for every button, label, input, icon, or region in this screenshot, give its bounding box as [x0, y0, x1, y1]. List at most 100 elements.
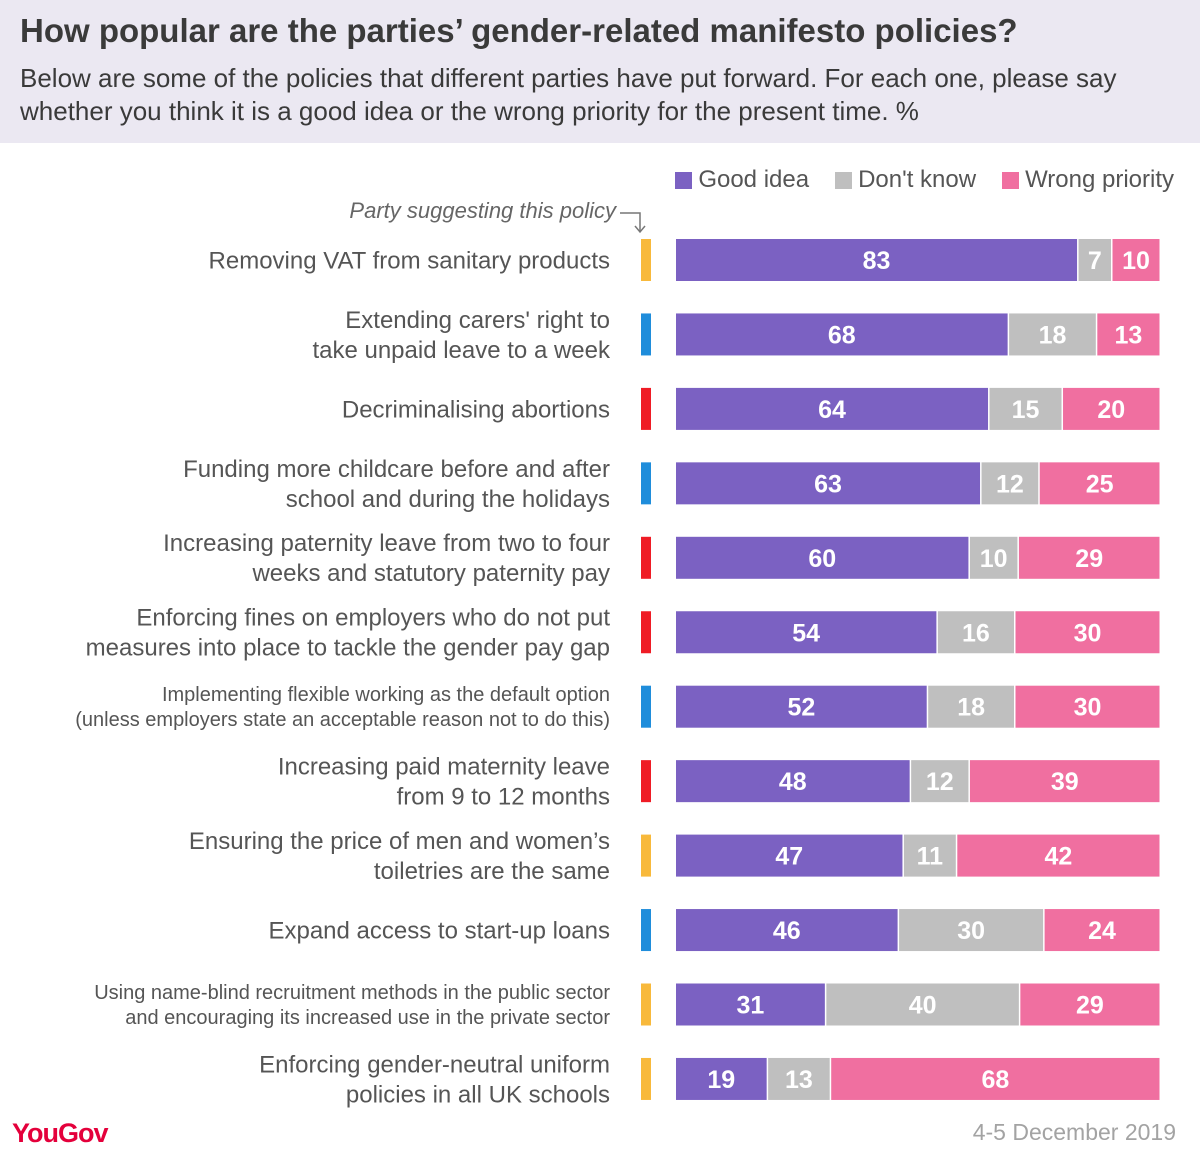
- bar-segment-wrong: [1112, 239, 1160, 281]
- party-marker: [641, 387, 651, 430]
- category-label: Funding more childcare before and after s…: [183, 456, 610, 513]
- bar-segment-good: [676, 1057, 767, 1100]
- data-label: 60: [808, 545, 836, 573]
- bar-segment-dontknow: [989, 387, 1062, 430]
- data-label: 47: [775, 843, 803, 871]
- party-marker: [641, 462, 651, 505]
- bar-segment-good: [676, 239, 1078, 281]
- data-label: 18: [1039, 321, 1067, 349]
- bar-segment-wrong: [1063, 387, 1160, 430]
- data-label: 12: [926, 768, 954, 796]
- category-label: Enforcing gender-neutral uniform policies…: [259, 1051, 610, 1108]
- party-marker: [641, 536, 651, 579]
- bar-segment-wrong: [957, 834, 1160, 877]
- legend-label-good: Good idea: [698, 166, 810, 193]
- data-label: 31: [737, 992, 765, 1020]
- bar-segment-wrong: [1020, 983, 1160, 1026]
- data-label: 39: [1051, 768, 1079, 796]
- party-marker: [641, 313, 651, 356]
- legend-item-wrong: Wrong priority: [1002, 166, 1174, 194]
- data-label: 42: [1044, 843, 1072, 871]
- category-label: Using name-blind recruitment methods in …: [94, 982, 610, 1029]
- category-label: Increasing paid maternity leave from 9 to…: [278, 754, 610, 811]
- yougov-logo: YouGov: [12, 1118, 109, 1148]
- bar-segment-dontknow: [1078, 239, 1111, 281]
- data-label: 52: [787, 694, 815, 722]
- data-label: 48: [779, 768, 807, 796]
- data-label: 10: [1122, 247, 1150, 275]
- category-label: Extending carers' right to take unpaid le…: [312, 307, 611, 364]
- legend-item-good: Good idea: [675, 166, 809, 194]
- data-label: 16: [962, 619, 990, 647]
- bar-segment-good: [676, 909, 898, 952]
- bar-segment-wrong: [831, 1057, 1160, 1100]
- data-label: 10: [980, 545, 1008, 573]
- bar-segment-good: [676, 387, 989, 430]
- party-marker: [641, 909, 651, 952]
- bar-segment-dontknow: [826, 983, 1019, 1026]
- legend-swatch-good: [675, 171, 693, 189]
- category-label: Enforcing fines on employers who do not …: [86, 605, 611, 662]
- legend-item-dontknow: Don't know: [835, 166, 976, 194]
- party-marker: [641, 685, 651, 728]
- bar-segment-dontknow: [903, 834, 956, 877]
- bar-segment-dontknow: [981, 462, 1039, 505]
- category-label: Increasing paternity leave from two to f…: [163, 530, 610, 587]
- data-label: 30: [957, 917, 985, 945]
- bar-segment-wrong: [1015, 611, 1160, 654]
- data-label: 20: [1097, 396, 1125, 424]
- data-label: 15: [1012, 396, 1040, 424]
- bar-segment-good: [676, 760, 910, 803]
- data-label: 40: [909, 992, 937, 1020]
- category-label: Ensuring the price of men and women’s toi…: [189, 828, 610, 885]
- data-label: 11: [917, 843, 944, 871]
- chart-title: How popular are the parties’ gender-rela…: [20, 12, 1018, 49]
- party-marker: [641, 834, 651, 877]
- data-label: 68: [828, 321, 856, 349]
- survey-date: 4-5 December 2019: [972, 1119, 1176, 1145]
- party-note: Party suggesting this policy: [349, 198, 616, 223]
- data-label: 63: [814, 470, 842, 498]
- header-band: How popular are the parties’ gender-rela…: [0, 0, 1200, 143]
- bar-segment-dontknow: [969, 536, 1018, 579]
- category-label: Removing VAT from sanitary products: [209, 247, 610, 274]
- bar-segment-wrong: [1097, 313, 1160, 356]
- bar-segment-dontknow: [928, 685, 1014, 728]
- data-label: 54: [792, 619, 820, 647]
- bar-segment-dontknow: [937, 611, 1014, 654]
- data-label: 7: [1088, 247, 1102, 275]
- party-marker: [641, 239, 651, 281]
- legend: Good idea Don't know Wrong priority: [649, 166, 1174, 194]
- bar-segment-good: [676, 983, 825, 1026]
- party-marker: [641, 1057, 651, 1100]
- data-label: 29: [1075, 545, 1103, 573]
- party-marker: [641, 983, 651, 1026]
- bar-segment-good: [676, 834, 903, 877]
- data-label: 29: [1076, 992, 1104, 1020]
- legend-swatch-wrong: [1002, 171, 1020, 189]
- category-label: Expand access to start-up loans: [268, 917, 610, 944]
- bar-segment-wrong: [969, 760, 1160, 803]
- bar-segment-dontknow: [1009, 313, 1096, 356]
- data-label: 83: [863, 247, 891, 275]
- category-label: Implementing flexible working as the def…: [75, 684, 610, 731]
- data-label: 13: [785, 1066, 813, 1094]
- bar-segment-good: [676, 536, 969, 579]
- chart-subtitle: Below are some of the policies that diff…: [20, 63, 1117, 126]
- bar-segment-wrong: [1015, 685, 1160, 728]
- bar-segment-wrong: [1044, 909, 1160, 952]
- category-label: Decriminalising abortions: [342, 396, 610, 423]
- bar-segment-dontknow: [768, 1057, 830, 1100]
- bar-segment-good: [676, 611, 937, 654]
- bar-segment-good: [676, 685, 927, 728]
- data-label: 13: [1115, 321, 1143, 349]
- data-label: 18: [957, 694, 985, 722]
- data-label: 30: [1074, 694, 1102, 722]
- party-note-arrow-icon: [620, 212, 646, 234]
- bar-segment-wrong: [1018, 536, 1160, 579]
- data-label: 12: [996, 470, 1024, 498]
- bar-segment-dontknow: [911, 760, 969, 803]
- legend-swatch-dontknow: [835, 171, 853, 189]
- data-label: 24: [1088, 917, 1116, 945]
